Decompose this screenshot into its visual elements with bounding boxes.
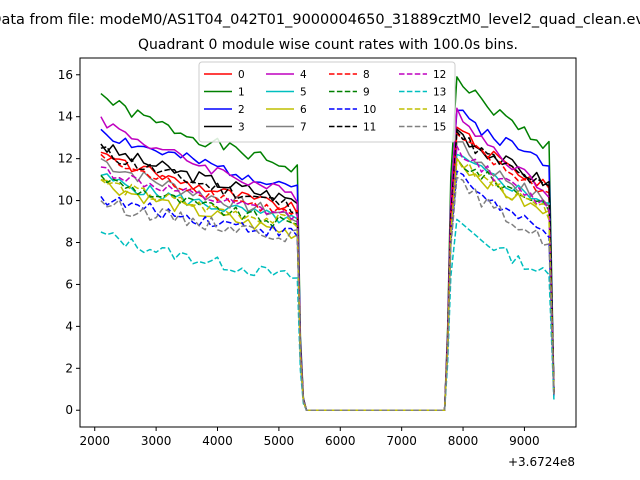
series-line-15 (100, 176, 555, 411)
series-line-14 (100, 157, 555, 411)
series-line-2 (100, 109, 555, 411)
series-line-10 (100, 170, 555, 411)
legend-label-13: 13 (433, 87, 446, 99)
legend-label-4: 4 (300, 69, 307, 81)
y-tick-label: 8 (65, 236, 73, 250)
y-tick-label: 0 (65, 403, 73, 417)
legend-label-14: 14 (433, 104, 447, 116)
y-tick-label: 12 (58, 152, 73, 166)
x-offset-label: +3.6724e8 (508, 455, 575, 469)
legend-label-15: 15 (433, 122, 446, 134)
x-tick-label: 6000 (325, 434, 356, 448)
x-tick-label: 4000 (202, 434, 233, 448)
legend-label-8: 8 (363, 69, 370, 81)
legend-label-0: 0 (238, 69, 245, 81)
series-line-6 (100, 157, 555, 411)
legend-label-2: 2 (238, 104, 245, 116)
legend-label-6: 6 (300, 104, 307, 116)
legend-label-9: 9 (363, 87, 370, 99)
series-line-9 (100, 157, 555, 411)
series-line-1 (100, 76, 555, 411)
x-tick-label: 7000 (386, 434, 417, 448)
legend-label-5: 5 (300, 87, 307, 99)
legend-box (198, 61, 456, 143)
legend-label-7: 7 (300, 122, 307, 134)
y-tick-label: 14 (58, 110, 73, 124)
legend-label-1: 1 (238, 87, 245, 99)
legend-label-10: 10 (363, 104, 376, 116)
chart-title: Quadrant 0 module wise count rates with … (138, 37, 518, 53)
y-tick-label: 16 (58, 68, 73, 82)
legend-label-3: 3 (238, 122, 245, 134)
x-tick-label: 8000 (448, 434, 479, 448)
series-line-12 (100, 145, 555, 411)
legend-label-11: 11 (363, 122, 376, 134)
series-layer (100, 76, 555, 411)
series-line-4 (100, 107, 555, 411)
x-tick-label: 3000 (141, 434, 172, 448)
x-axis: 2000 3000 4000 5000 6000 7000 8000 9000 (79, 427, 540, 448)
series-line-13 (100, 218, 555, 411)
series-line-0 (100, 126, 555, 411)
x-tick-label: 9000 (509, 434, 540, 448)
y-tick-label: 2 (65, 361, 73, 375)
y-tick-label: 10 (58, 194, 73, 208)
y-axis: 0 2 4 6 8 10 12 14 16 (58, 68, 80, 417)
series-line-7 (100, 141, 555, 411)
y-tick-label: 6 (65, 277, 73, 291)
y-tick-label: 4 (65, 319, 73, 333)
legend-label-12: 12 (433, 69, 446, 81)
x-tick-label: 2000 (79, 434, 110, 448)
figure-suptitle: Data from file: modeM0/AS1T04_042T01_900… (0, 12, 640, 28)
series-line-11 (100, 130, 555, 411)
x-tick-label: 5000 (264, 434, 295, 448)
